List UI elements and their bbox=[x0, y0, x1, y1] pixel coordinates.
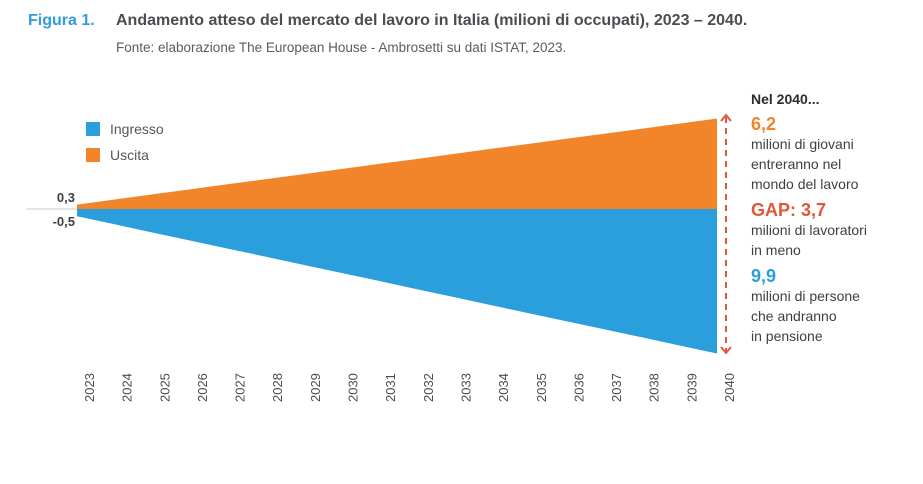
x-tick-label: 2038 bbox=[647, 373, 662, 402]
x-tick-label: 2030 bbox=[346, 373, 361, 402]
chart-legend: Ingresso Uscita bbox=[86, 116, 164, 168]
callout-text-1-0: milioni di lavoratori bbox=[751, 222, 867, 238]
x-tick-label: 2026 bbox=[195, 373, 210, 402]
x-tick-label: 2031 bbox=[383, 373, 398, 402]
legend-label-uscita: Uscita bbox=[110, 147, 149, 163]
callout-value-1: GAP: 3,7 bbox=[751, 200, 827, 220]
x-tick-label: 2035 bbox=[534, 373, 549, 402]
figure-label: Figura 1. bbox=[28, 12, 95, 29]
callout-text-0-1: entreranno nel bbox=[751, 156, 842, 172]
callout-value-0: 6,2 bbox=[751, 114, 777, 134]
figure-source: Fonte: elaborazione The European House -… bbox=[116, 40, 567, 55]
area-series-ingresso bbox=[77, 209, 717, 354]
x-tick-label: 2036 bbox=[571, 373, 586, 402]
legend-swatch-ingresso bbox=[86, 122, 100, 136]
callout-text-2-1: che andranno bbox=[751, 308, 837, 324]
callouts-panel: Nel 2040... 6,2 milioni di giovani entrera… bbox=[751, 90, 921, 346]
x-tick-label: 2037 bbox=[609, 373, 624, 402]
callout-text-1-1: in meno bbox=[751, 242, 801, 258]
callout-text-2-0: milioni di persone bbox=[751, 288, 860, 304]
arrow-up-icon bbox=[720, 113, 732, 122]
legend-label-ingresso: Ingresso bbox=[110, 121, 164, 137]
x-tick-label: 2033 bbox=[458, 373, 473, 402]
arrow-down-icon bbox=[720, 346, 732, 355]
x-tick-label: 2039 bbox=[684, 373, 699, 402]
legend-item-uscita: Uscita bbox=[86, 142, 164, 168]
callout-text-0-2: mondo del lavoro bbox=[751, 176, 859, 192]
x-tick-label: 2032 bbox=[421, 373, 436, 402]
callout-value-2: 9,9 bbox=[751, 266, 777, 286]
x-tick-label: 2027 bbox=[233, 373, 248, 402]
x-tick-label: 2034 bbox=[496, 373, 511, 402]
x-tick-label: 2040 bbox=[722, 373, 737, 402]
x-tick-label: 2029 bbox=[308, 373, 323, 402]
start-label-ingresso: -0,5 bbox=[52, 214, 75, 229]
x-tick-label: 2028 bbox=[270, 373, 285, 402]
x-tick-label: 2023 bbox=[82, 373, 97, 402]
callout-heading: Nel 2040... bbox=[751, 91, 820, 107]
area-series-uscita bbox=[77, 118, 717, 209]
callout-text-2-2: in pensione bbox=[751, 328, 823, 344]
start-label-uscita: 0,3 bbox=[56, 190, 75, 205]
x-tick-label: 2024 bbox=[120, 373, 135, 402]
callout-text-0-0: milioni di giovani bbox=[751, 136, 854, 152]
figure-title: Andamento atteso del mercato del lavoro … bbox=[116, 12, 748, 29]
x-tick-label: 2025 bbox=[157, 373, 172, 402]
legend-item-ingresso: Ingresso bbox=[86, 116, 164, 142]
legend-swatch-uscita bbox=[86, 148, 100, 162]
